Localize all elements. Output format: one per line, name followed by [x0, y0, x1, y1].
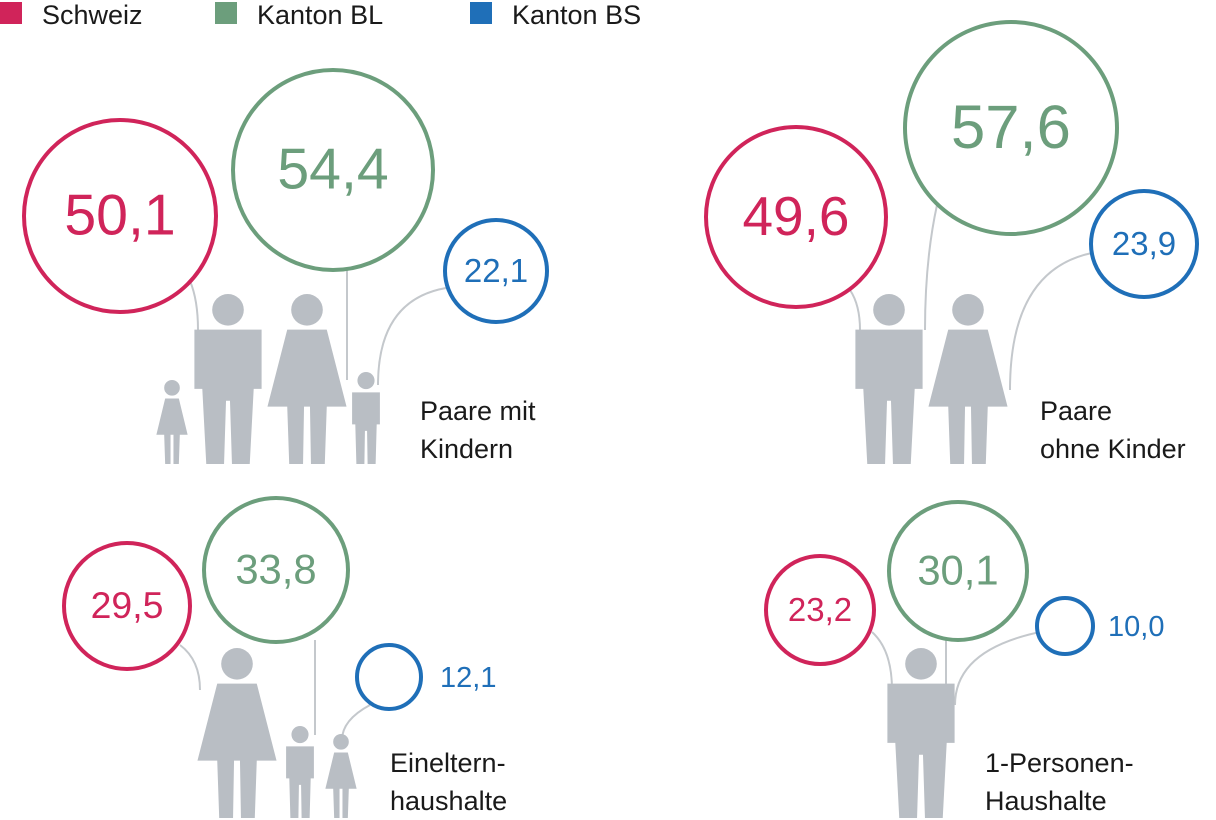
legend-swatch [215, 2, 237, 24]
value-label-schweiz: 50,1 [64, 184, 175, 248]
legend-item-schweiz: Schweiz [0, 0, 143, 30]
bubble-kanton-bs [355, 643, 423, 711]
legend-item-kanton-bs: Kanton BS [470, 0, 641, 30]
man-figure-icon [887, 648, 955, 818]
value-label-schweiz: 23,2 [788, 591, 852, 628]
connector-line [341, 704, 371, 741]
value-label-kanton-bl: 33,8 [235, 546, 316, 593]
legend-swatch [470, 2, 492, 24]
value-label-kanton-bs: 10,0 [1108, 611, 1164, 643]
value-label-kanton-bs: 12,1 [440, 662, 496, 694]
value-label-kanton-bl: 54,4 [277, 138, 388, 202]
value-label-kanton-bs: 22,1 [464, 252, 528, 289]
panels: 50,1 54,4 22,1 Paare mit Kindern 49,6 57,6 23,9… [22, 20, 1199, 818]
woman-figure-icon [197, 648, 277, 818]
category-label: Kindern [420, 434, 513, 464]
bubble-kanton-bs [1035, 596, 1095, 656]
panel-3: 29,5 33,8 12,1 Eineltern-haushalte [62, 496, 507, 818]
bubble-kanton-bs [443, 218, 549, 324]
boy-figure-icon [352, 372, 380, 464]
category-label: Haushalte [985, 786, 1107, 816]
bubble-kanton-bl [887, 500, 1029, 642]
value-label-schweiz: 49,6 [742, 185, 849, 247]
category-label: Paare mit [420, 396, 536, 426]
bubble-schweiz [704, 125, 888, 309]
bubble-kanton-bl [903, 20, 1119, 236]
woman-figure-icon [928, 294, 1008, 464]
value-label-kanton-bl: 57,6 [951, 93, 1071, 162]
legend: Schweiz Kanton BL Kanton BS [0, 0, 641, 30]
category-label: Paare [1040, 396, 1112, 426]
boy-figure-icon [286, 726, 314, 818]
category-label: Eineltern- [390, 748, 506, 778]
woman-figure-icon [267, 294, 347, 464]
man-figure-icon [194, 294, 262, 464]
bubble-kanton-bl [202, 496, 350, 644]
connector-line [377, 287, 447, 386]
bubble-kanton-bl [231, 68, 435, 272]
value-label-schweiz: 29,5 [91, 584, 164, 626]
bubble-schweiz [62, 541, 192, 671]
girl-figure-icon [156, 380, 188, 464]
category-label: ohne Kinder [1040, 434, 1186, 464]
category-label: 1-Personen- [985, 748, 1134, 778]
legend-swatch [0, 2, 22, 24]
connector-line [924, 204, 938, 331]
panel-1: 50,1 54,4 22,1 Paare mit Kindern [22, 68, 549, 464]
legend-label: Schweiz [42, 0, 143, 30]
connector-line [179, 644, 201, 691]
connector-line [871, 631, 893, 691]
legend-label: Kanton BL [257, 0, 383, 30]
connector-line [849, 289, 861, 331]
girl-figure-icon [325, 734, 357, 818]
connector-line [954, 631, 1041, 706]
panel-2: 49,6 57,6 23,9 Paare ohne Kinder [704, 20, 1199, 464]
connector-line [189, 280, 199, 331]
man-figure-icon [855, 294, 923, 464]
bubble-kanton-bs [1089, 189, 1199, 299]
bubble-schweiz [764, 554, 876, 666]
category-label: haushalte [390, 786, 507, 816]
bubble-schweiz [22, 118, 218, 314]
value-label-kanton-bl: 30,1 [917, 547, 998, 594]
panel-4: 23,2 30,1 10,0 1-Personen- Haushalte [764, 500, 1164, 818]
value-label-kanton-bs: 23,9 [1112, 225, 1176, 262]
legend-item-kanton-bl: Kanton BL [215, 0, 383, 30]
connector-line [1009, 252, 1093, 391]
legend-label: Kanton BS [512, 0, 641, 30]
